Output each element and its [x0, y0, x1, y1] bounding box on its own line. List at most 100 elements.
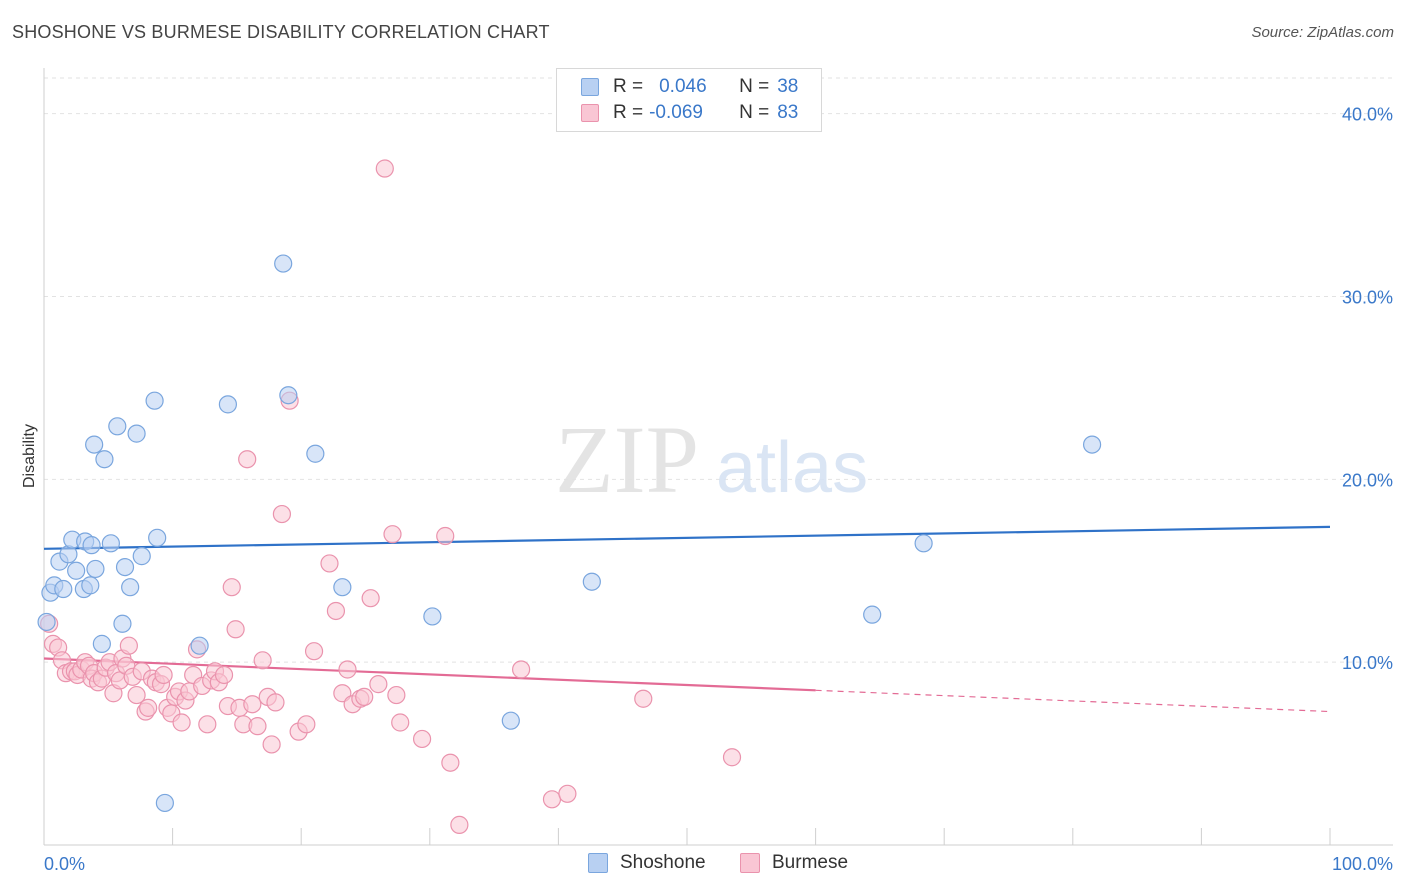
- burmese-point: [226, 620, 245, 639]
- x-axis-ticks: [172, 828, 1331, 845]
- chart-title: SHOSHONE VS BURMESE DISABILITY CORRELATI…: [12, 22, 550, 42]
- burmese-point: [154, 665, 173, 685]
- trend-line-shoshone: [43, 525, 1331, 550]
- burmese-point: [253, 651, 272, 670]
- burmese-point: [436, 526, 455, 546]
- shoshone-legend-swatch: [588, 853, 608, 873]
- burmese-point: [375, 159, 394, 178]
- shoshone-point: [333, 578, 352, 597]
- shoshone-point: [863, 605, 882, 624]
- burmese-point: [338, 660, 357, 679]
- shoshone-point: [155, 793, 174, 813]
- burmese-point: [512, 660, 531, 679]
- y-tick-label-30: 30.0%: [1342, 287, 1393, 307]
- y-tick-label-10: 10.0%: [1342, 653, 1393, 673]
- shoshone-point: [85, 435, 104, 454]
- n-value-burmese: 83: [777, 102, 799, 123]
- correlation-legend: R = 0.046 N = 38 R = -0.069 N = 83: [556, 68, 822, 132]
- shoshone-point: [501, 711, 520, 730]
- source-attribution: Source: ZipAtlas.com: [1251, 24, 1394, 41]
- shoshone-point: [81, 576, 100, 595]
- burmese-point: [297, 715, 316, 734]
- shoshone-point: [95, 450, 114, 469]
- legend-label-burmese: Burmese: [772, 852, 849, 873]
- grid-lines: [44, 77, 1393, 663]
- shoshone-point: [37, 612, 56, 632]
- burmese-point: [238, 450, 257, 469]
- burmese-point: [361, 589, 380, 608]
- shoshone-point: [82, 536, 101, 555]
- burmese-point: [441, 753, 460, 772]
- r-label: R =: [613, 76, 644, 97]
- legend-row-burmese: R = -0.069 N = 83: [581, 101, 798, 125]
- r-label: R =: [613, 102, 644, 123]
- series-legend: Shoshone Burmese: [0, 852, 1406, 878]
- r-value-shoshone: 0.046: [659, 76, 707, 97]
- legend-item-shoshone[interactable]: Shoshone: [588, 852, 706, 874]
- shoshone-point: [108, 417, 127, 436]
- burmese-point: [243, 695, 262, 714]
- burmese-point: [198, 715, 217, 734]
- burmese-point: [391, 713, 410, 732]
- shoshone-point: [113, 614, 132, 633]
- shoshone-point: [582, 572, 601, 591]
- shoshone-point: [306, 444, 325, 463]
- shoshone-point: [218, 395, 237, 414]
- watermark-atlas: atlas: [716, 428, 868, 508]
- burmese-swatch: [581, 104, 599, 122]
- trend-line-extension-burmese: [815, 689, 1331, 713]
- burmese-point: [722, 748, 742, 767]
- shoshone-point: [423, 607, 442, 626]
- shoshone-point: [92, 634, 111, 653]
- burmese-legend-swatch: [740, 853, 760, 873]
- burmese-point: [634, 689, 653, 708]
- shoshone-point: [190, 636, 209, 655]
- n-label: N =: [739, 102, 770, 123]
- shoshone-point: [279, 386, 298, 405]
- burmese-point: [222, 578, 241, 597]
- burmese-point: [119, 636, 138, 655]
- x-tick-labels: 0.0% 100.0%: [44, 854, 1393, 874]
- burmese-point: [214, 665, 234, 685]
- shoshone-point: [148, 528, 167, 547]
- shoshone-point: [121, 578, 140, 597]
- x-tick-label-max: 100.0%: [1332, 854, 1393, 874]
- burmese-point: [542, 790, 562, 809]
- shoshone-swatch: [581, 78, 599, 96]
- shoshone-point: [1082, 435, 1102, 454]
- shoshone-point: [101, 534, 120, 553]
- n-label: N =: [739, 76, 770, 97]
- shoshone-point: [67, 561, 86, 580]
- burmese-point: [304, 642, 324, 661]
- burmese-point: [387, 685, 406, 705]
- legend-label-shoshone: Shoshone: [620, 852, 706, 873]
- legend-item-burmese[interactable]: Burmese: [740, 852, 848, 874]
- burmese-point: [369, 675, 388, 694]
- burmese-point: [450, 815, 469, 834]
- legend-row-shoshone: R = 0.046 N = 38: [581, 75, 798, 99]
- y-tick-label-40: 40.0%: [1342, 105, 1393, 125]
- burmese-point: [127, 685, 146, 705]
- shoshone-point: [86, 559, 105, 579]
- burmese-point: [412, 729, 432, 749]
- y-axis-label: Disability: [21, 424, 38, 488]
- burmese-point: [558, 784, 577, 803]
- burmese-point: [272, 504, 292, 524]
- shoshone-point: [115, 557, 135, 577]
- burmese-point: [172, 713, 191, 732]
- shoshone-point: [127, 424, 146, 443]
- axes: [43, 68, 1393, 846]
- burmese-point: [326, 601, 346, 621]
- burmese-point: [355, 687, 374, 707]
- shoshone-point: [274, 254, 293, 273]
- y-tick-label-20: 20.0%: [1342, 470, 1393, 490]
- shoshone-point: [914, 534, 933, 553]
- trend-lines: [43, 525, 1331, 713]
- trend-line-burmese: [43, 657, 816, 692]
- data-points: [37, 159, 1102, 834]
- r-value-burmese: -0.069: [649, 102, 703, 123]
- x-tick-label-min: 0.0%: [44, 854, 85, 874]
- burmese-point: [320, 554, 339, 573]
- shoshone-point: [132, 547, 151, 566]
